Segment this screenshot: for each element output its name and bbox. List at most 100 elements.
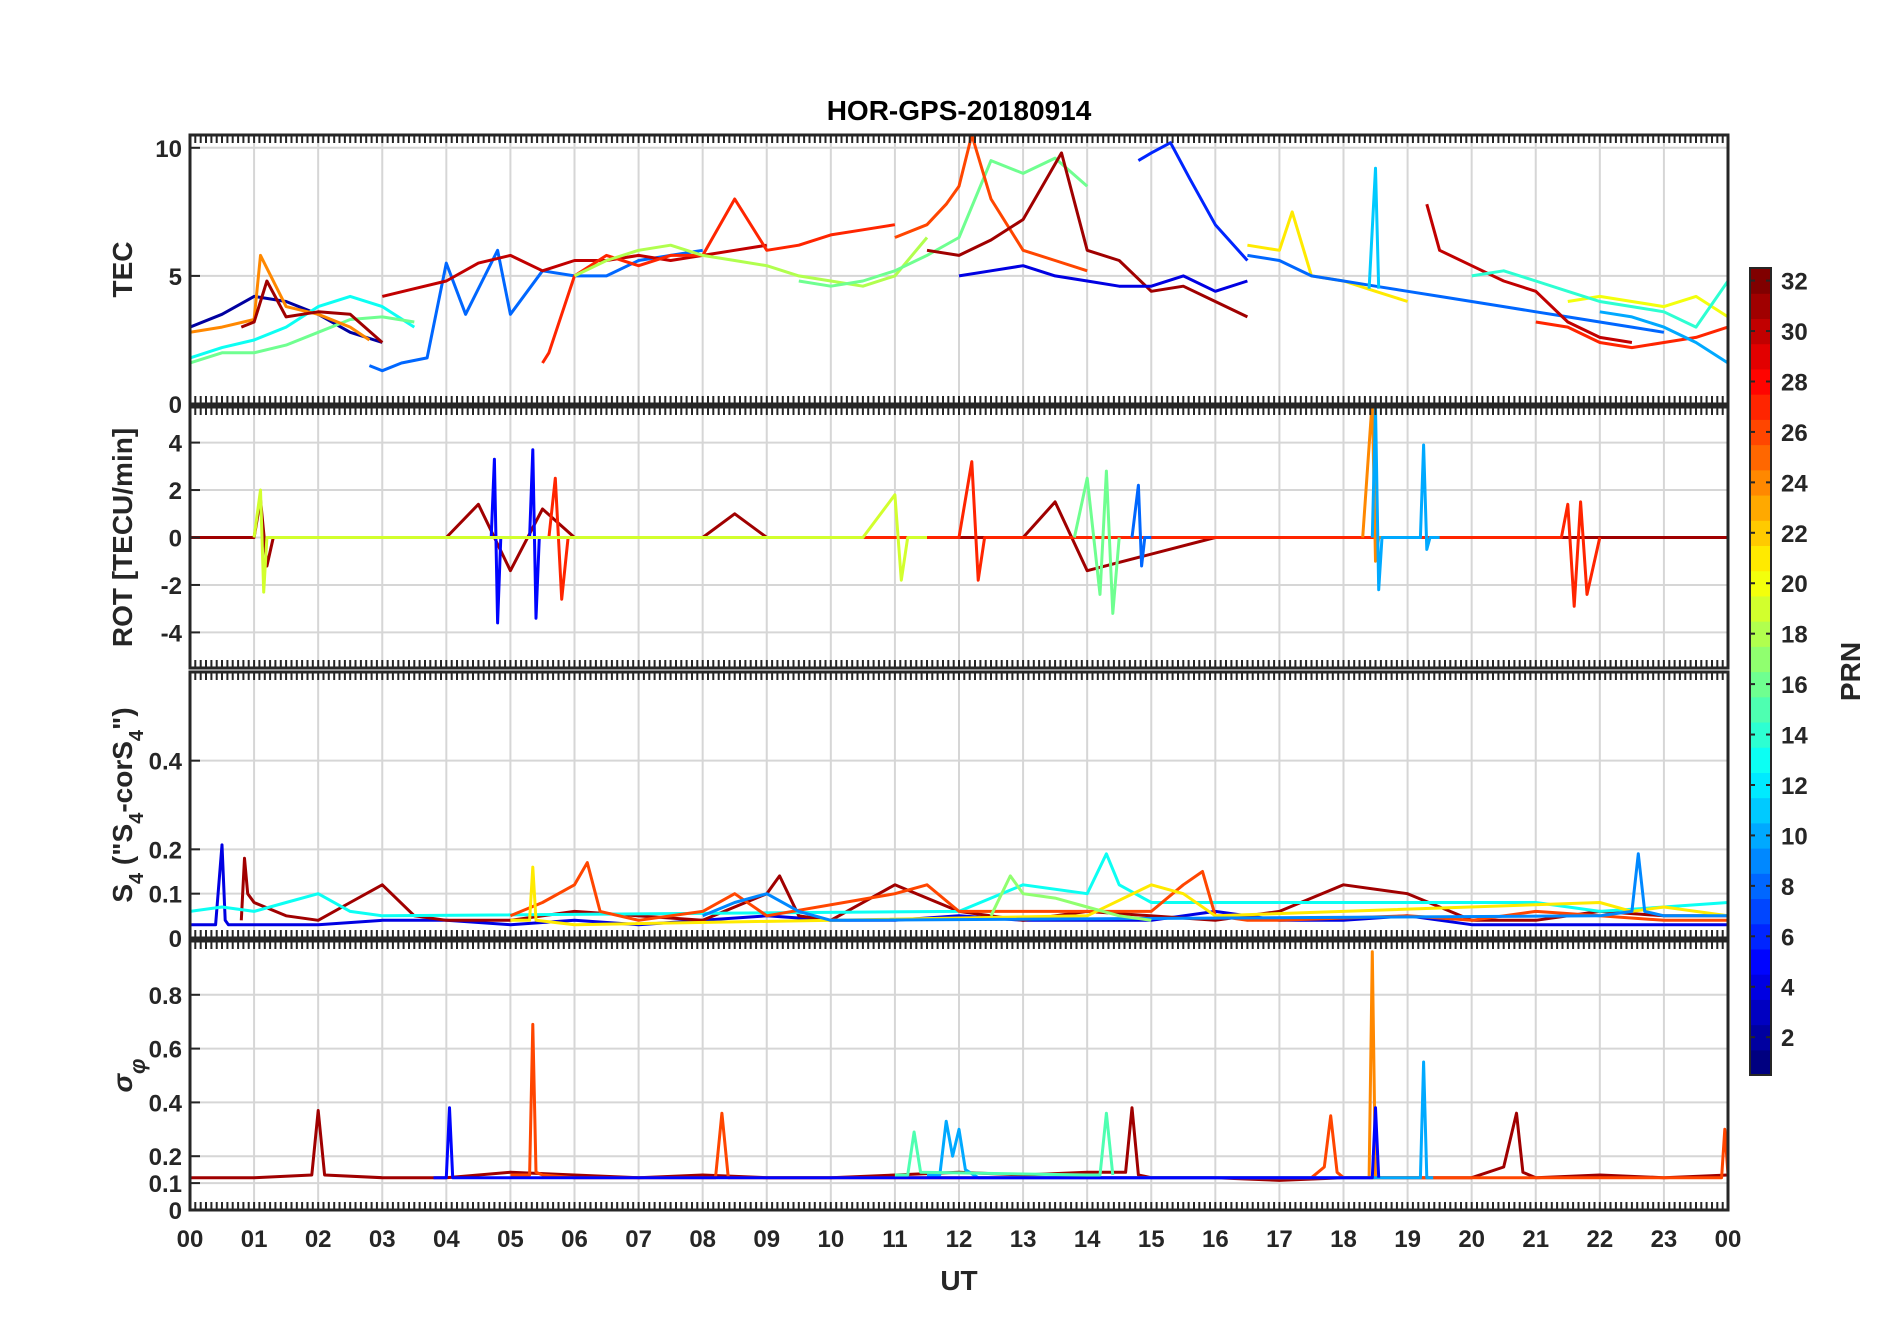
x-tick-label: 11 [882, 1226, 907, 1253]
series-prn-18 [573, 236, 929, 288]
colorbar-segment [1750, 520, 1771, 547]
traces-rot [190, 407, 1728, 625]
colorbar-tick-label: 16 [1781, 672, 1808, 699]
series-prn-4 [958, 264, 1248, 293]
colorbar-tick-label: 14 [1781, 723, 1808, 750]
x-tick-label: 16 [1202, 1226, 1229, 1253]
traces-s4 [190, 843, 1728, 927]
x-tick-label: 04 [433, 1226, 460, 1253]
y-tick-label: 10 [155, 136, 182, 163]
colorbar-segment [1750, 494, 1771, 521]
series-prn-5 [433, 1106, 1381, 1180]
series-prn-26 [510, 1022, 1728, 1180]
colorbar-tick-label: 4 [1781, 975, 1795, 1002]
colorbar-segment [1750, 570, 1771, 597]
colorbar-segment [1750, 696, 1771, 723]
colorbar-segment [1750, 545, 1771, 572]
colorbar-segment [1750, 948, 1771, 975]
series-prn-19 [252, 488, 927, 594]
series-prn-26 [509, 861, 1728, 922]
colorbar-segment [1750, 394, 1771, 420]
chart-title: HOR-GPS-20180914 [827, 95, 1092, 126]
x-tick-label: 23 [1651, 1226, 1678, 1253]
colorbar-segment [1750, 923, 1771, 950]
series-prn-8 [1130, 483, 1152, 568]
x-tick-label: 10 [817, 1226, 844, 1253]
series-prn-27 [1535, 320, 1728, 350]
y-tick-label: 0.4 [149, 749, 183, 776]
colorbar-segment [1750, 268, 1771, 294]
x-tick-label: 19 [1394, 1226, 1421, 1253]
series-prn-9 [702, 852, 1728, 922]
colorbar-segment [1750, 999, 1771, 1026]
colorbar-segment [1750, 671, 1771, 698]
colorbar-segment [1750, 419, 1771, 446]
y-tick-label: 0.6 [149, 1037, 182, 1064]
series-prn-31 [240, 279, 384, 344]
axes-frame [188, 939, 1730, 1212]
series-prn-11 [1367, 166, 1381, 289]
series-prn-31 [239, 856, 1728, 922]
y-tick-label: -2 [161, 573, 182, 600]
x-tick-label: 00 [1715, 1226, 1742, 1253]
colorbar-segment [1750, 721, 1771, 748]
series-prn-16 [190, 315, 415, 365]
x-tick-label: 22 [1586, 1226, 1613, 1253]
colorbar-segment [1750, 318, 1771, 345]
traces-sigma_phi [190, 950, 1728, 1182]
panel-s4: 0 0.1 0.2 0.4S4 ("S4-corS4") [107, 670, 1730, 953]
y-tick-label: 0 [169, 392, 182, 419]
colorbar-tick-label: 18 [1781, 622, 1808, 649]
series-prn-16 [798, 156, 1089, 288]
x-tick-label: 07 [625, 1226, 652, 1253]
x-tick-label: 09 [753, 1226, 780, 1253]
colorbar-tick-label: 26 [1781, 420, 1808, 447]
y-tick-label: 0.8 [149, 983, 182, 1010]
y-axis-label: TEC [107, 242, 138, 298]
x-tick-label: 01 [241, 1226, 268, 1253]
colorbar-segment [1750, 974, 1771, 1000]
x-tick-label: 21 [1522, 1226, 1549, 1253]
series-prn-16 [1072, 469, 1121, 615]
y-axis-label: S4 ("S4-corS4") [107, 707, 148, 902]
colorbar-tick-label: 22 [1781, 521, 1808, 548]
colorbar-tick-label: 10 [1781, 823, 1808, 850]
x-tick-label: 03 [369, 1226, 396, 1253]
series-prn-30 [1425, 203, 1633, 344]
y-tick-label: -4 [161, 620, 183, 647]
x-axis-label: UT [940, 1265, 977, 1296]
colorbar-segment [1750, 797, 1771, 824]
series-prn-2 [190, 294, 383, 344]
colorbar-tick-label: 28 [1781, 369, 1808, 396]
colorbar-segment [1750, 822, 1771, 849]
series-prn-15 [894, 1111, 1115, 1177]
series-prn-26 [894, 135, 1088, 273]
colorbar-label: PRN [1835, 642, 1866, 701]
x-tick-label: 12 [946, 1226, 973, 1253]
colorbar-segment [1750, 293, 1771, 320]
y-tick-label: 0.4 [149, 1090, 183, 1117]
y-tick-label: 0.2 [149, 1144, 182, 1171]
y-tick-label: 5 [169, 264, 182, 291]
colorbar-tick-label: 30 [1781, 319, 1808, 346]
colorbar-segment [1750, 469, 1771, 496]
y-tick-label: 0 [169, 526, 182, 553]
x-tick-label: 05 [497, 1226, 524, 1253]
y-tick-label: 0 [169, 926, 182, 953]
colorbar-segment [1750, 898, 1771, 925]
y-tick-label: 0.1 [149, 1171, 182, 1198]
panel-rot: -4 -2 0 2 4 ROT [TECU/min] [107, 405, 1730, 670]
series-prn-10 [1599, 310, 1728, 365]
y-tick-label: 0.1 [149, 882, 182, 909]
colorbar-segment [1750, 1024, 1771, 1051]
series-prn-10 [927, 1060, 1434, 1180]
series-prn-6 [1137, 141, 1249, 262]
colorbar-frame [1749, 267, 1772, 1076]
y-tick-label: 0 [169, 1198, 182, 1225]
series-prn-31 [190, 1106, 1728, 1182]
x-tick-label: 15 [1138, 1226, 1165, 1253]
colorbar-tick-label: 20 [1781, 571, 1808, 598]
colorbar-segment [1750, 1049, 1771, 1076]
